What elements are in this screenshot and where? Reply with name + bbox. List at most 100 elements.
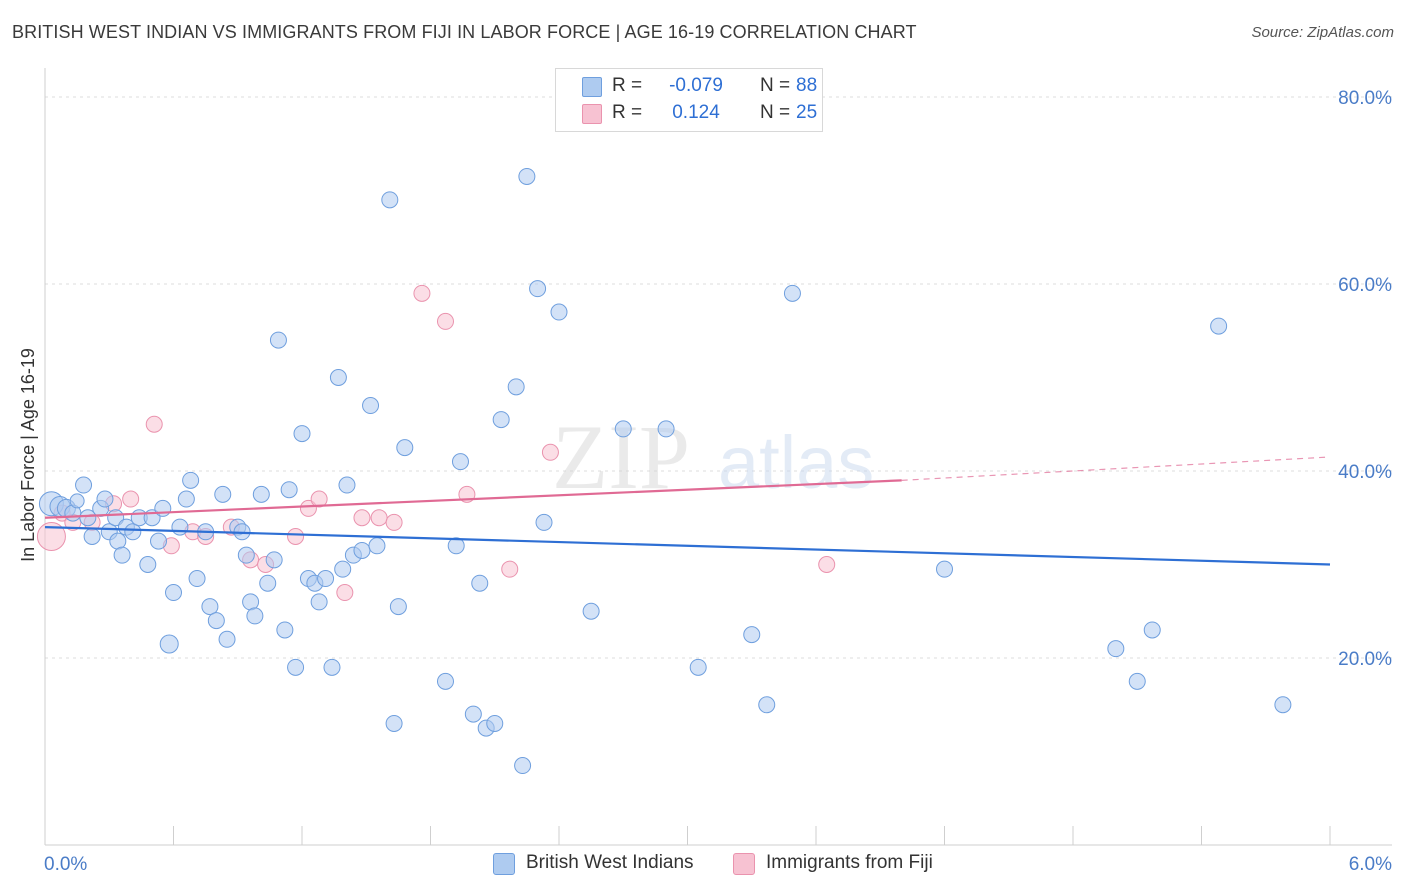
bwi-point [139, 556, 157, 573]
bwi-point [150, 532, 168, 550]
axes [44, 68, 1392, 846]
bwi-point [389, 598, 407, 616]
legend-n-value: 88 [796, 75, 818, 96]
bwi-point [689, 658, 707, 676]
fiji-point [336, 584, 354, 602]
bwi-point [317, 570, 335, 588]
watermark-atlas: atlas [718, 421, 874, 504]
fiji-point [145, 415, 163, 433]
bwi-point [783, 284, 801, 302]
bwi-point [201, 598, 219, 616]
bwi-point [507, 378, 525, 396]
fiji-point [122, 490, 140, 508]
bwi-point [368, 537, 386, 555]
bwi-point [396, 439, 414, 457]
fiji-trend-line [44, 479, 902, 519]
bwi-point [237, 546, 255, 564]
stats-legend: R = -0.079 N = 88 R = 0.124 N = 25 [555, 68, 823, 132]
bwi-point [218, 630, 236, 648]
fiji-points [36, 284, 836, 602]
bwi-point [177, 490, 195, 508]
bwi-point [124, 523, 142, 541]
bwi-point [69, 493, 85, 509]
legend-swatch-pink [582, 104, 602, 124]
bwi-point [165, 584, 182, 602]
fiji-point [413, 284, 431, 302]
bwi-point [743, 626, 761, 644]
legend-swatch-blue [582, 77, 602, 97]
bwi-point [353, 541, 371, 559]
y-tick-label: 80.0% [1338, 88, 1392, 109]
bwi-point [280, 481, 298, 499]
bwi-point [492, 411, 510, 429]
fiji-point [310, 490, 328, 508]
fiji-point [385, 513, 403, 531]
bwi-point [265, 551, 283, 569]
fiji-point [353, 509, 371, 527]
bwi-point [1210, 317, 1228, 335]
chart-source: Source: ZipAtlas.com [1251, 24, 1394, 41]
fiji-point [501, 560, 519, 578]
bwi-point [1128, 672, 1146, 690]
legend-label: Immigrants from Fiji [766, 852, 933, 873]
legend-n-label: N = [760, 75, 791, 96]
bwi-point [514, 757, 532, 775]
bwi-point [582, 602, 600, 620]
y-tick-label: 60.0% [1338, 275, 1392, 296]
bwi-point [171, 518, 189, 536]
bwi-point [471, 574, 489, 592]
bwi-point [436, 672, 454, 690]
x-tick-label: 0.0% [44, 854, 87, 875]
legend-r-label: R = [612, 75, 643, 96]
fiji-point [299, 499, 317, 517]
bwi-point [207, 612, 225, 630]
trend-lines [44, 456, 1331, 566]
bwi-point [159, 634, 179, 654]
bwi-point [182, 471, 200, 489]
bwi-point [329, 369, 347, 386]
bwi-point [1107, 640, 1125, 658]
gridlines [45, 96, 1392, 659]
bwi-point [1274, 696, 1292, 714]
ticks: 20.0% 40.0% 60.0% 80.0% 0.0% 6.0% [44, 88, 1392, 875]
bwi-point [381, 191, 399, 209]
fiji-point [818, 556, 836, 573]
fiji-point [436, 312, 454, 330]
bwi-point [758, 696, 776, 714]
fiji-point [541, 443, 559, 461]
bwi-point [293, 425, 311, 443]
legend-r-label: R = [612, 102, 643, 123]
legend-label: British West Indians [526, 852, 694, 873]
legend-n-value: 25 [796, 102, 818, 123]
bwi-point [242, 593, 260, 611]
bwi-point [96, 490, 114, 508]
bwi-point [1143, 621, 1161, 639]
bwi-point [550, 303, 568, 321]
bwi-point [486, 714, 504, 732]
bwi-point [252, 485, 270, 503]
bwi-point [529, 280, 547, 298]
y-tick-label: 20.0% [1338, 649, 1392, 670]
bwi-point [83, 527, 101, 545]
bwi-point [109, 532, 127, 550]
bwi-point [246, 607, 264, 625]
fiji-point [287, 527, 305, 545]
bwi-point [214, 485, 232, 503]
bwi-point [323, 658, 341, 676]
bwi-point [269, 331, 287, 349]
bwi-point [75, 476, 93, 494]
bwi-points [38, 167, 1292, 775]
fiji-trend-extension [901, 456, 1331, 481]
legend-swatch-pink [733, 853, 755, 875]
bwi-point [518, 167, 536, 185]
y-tick-label: 40.0% [1338, 462, 1392, 483]
y-axis-label: In Labor Force | Age 16-19 [18, 348, 38, 562]
bwi-point [936, 560, 953, 578]
bwi-point [287, 658, 305, 676]
bwi-point [338, 476, 356, 494]
bwi-point [276, 621, 294, 639]
bwi-point [259, 574, 277, 592]
bwi-point [535, 513, 553, 531]
bwi-point [79, 509, 97, 527]
